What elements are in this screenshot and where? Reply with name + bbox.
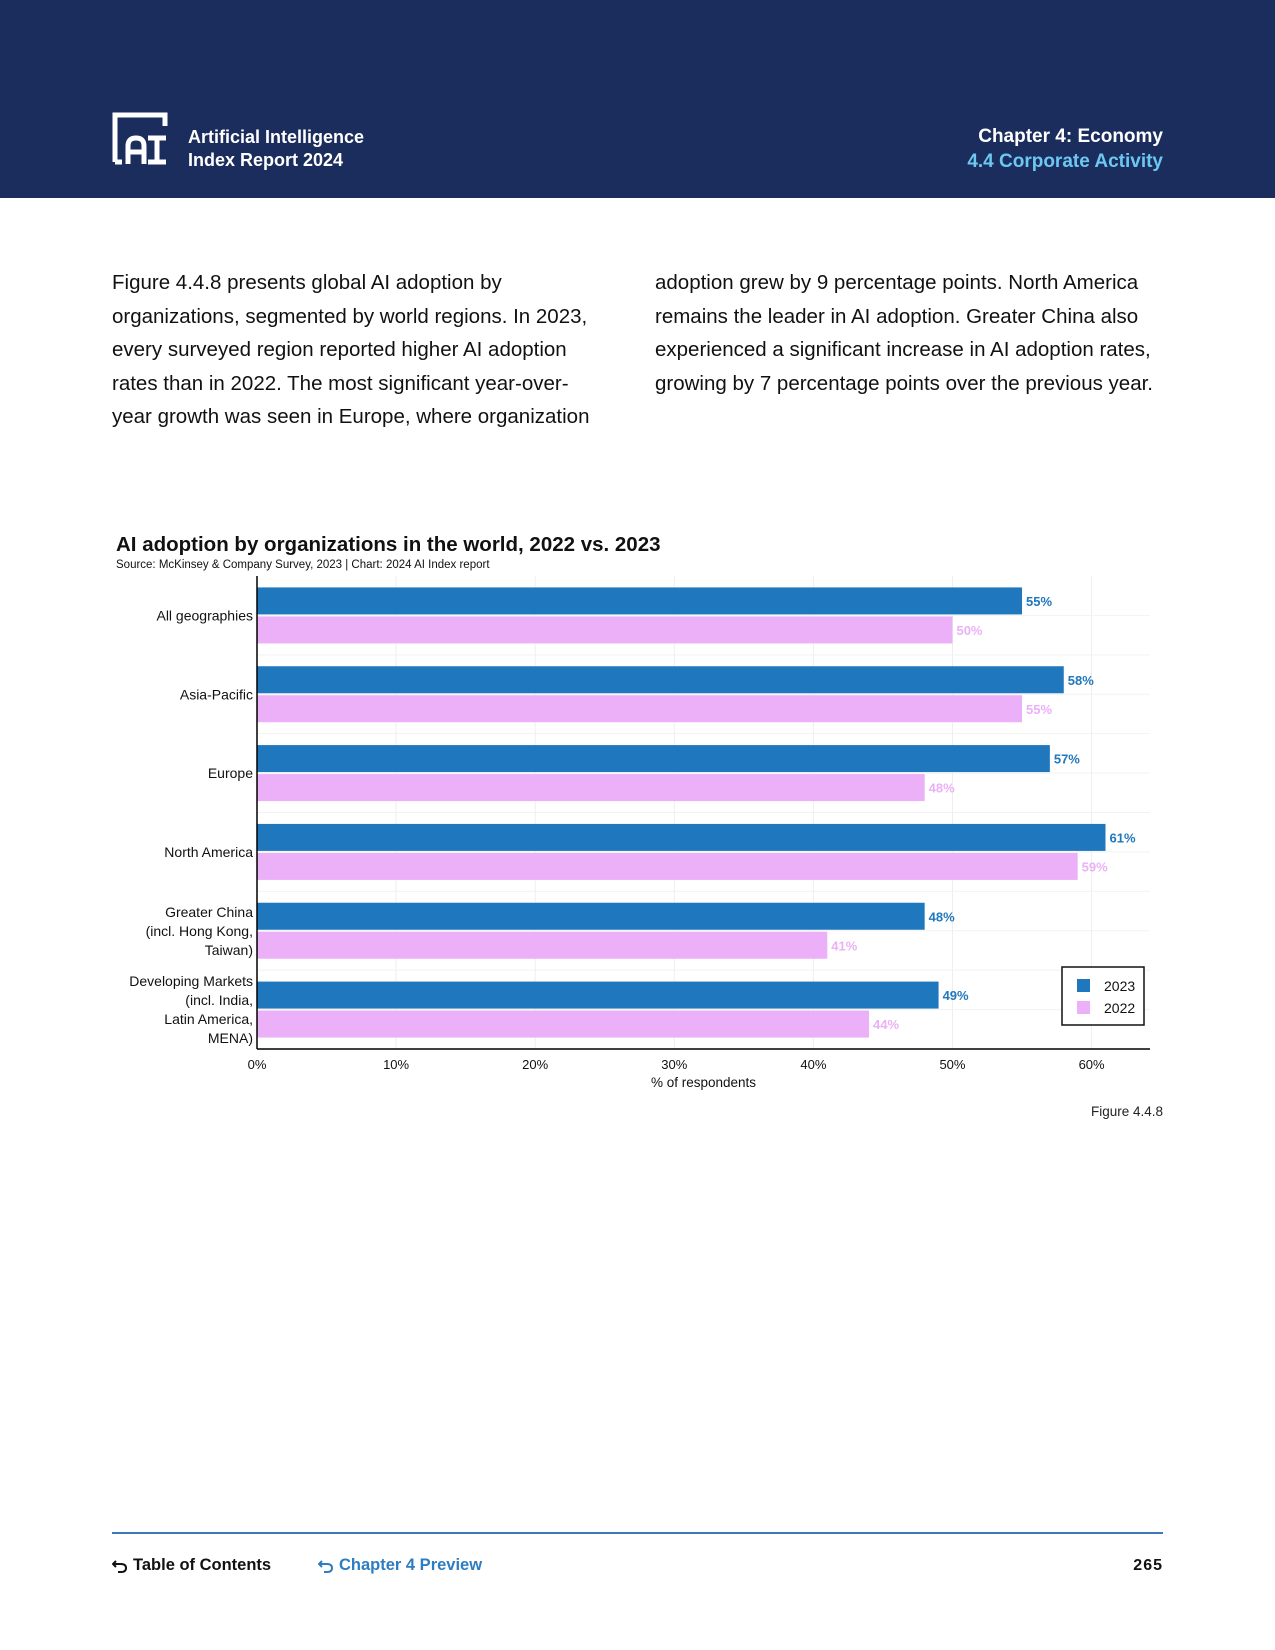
legend-swatch-2022 <box>1077 1001 1090 1014</box>
chapter-preview-link[interactable]: Chapter 4 Preview <box>318 1556 482 1575</box>
page-number: 265 <box>1133 1557 1163 1574</box>
bar-2023 <box>257 823 1106 851</box>
data-label-2023: 49% <box>943 988 969 1003</box>
section-title: 4.4 Corporate Activity <box>967 151 1163 172</box>
x-tick-label: 50% <box>939 1057 965 1072</box>
category-label: Asia-Pacific <box>180 686 253 702</box>
legend-label-2022: 2022 <box>1104 1000 1135 1016</box>
brand-line-1: Artificial Intelligence <box>188 127 365 147</box>
category-label: Europe <box>208 765 253 781</box>
bar-2022 <box>257 695 1023 723</box>
x-tick-label: 40% <box>800 1057 826 1072</box>
bar-2023 <box>257 981 939 1009</box>
data-label-2023: 55% <box>1026 594 1052 609</box>
data-label-2023: 61% <box>1109 830 1135 845</box>
data-label-2022: 44% <box>873 1017 899 1032</box>
bar-2022 <box>257 774 925 802</box>
legend-swatch-2023 <box>1077 979 1090 992</box>
return-arrow-icon <box>318 1559 334 1573</box>
legend-box <box>1061 966 1145 1026</box>
bar-2022 <box>257 616 953 644</box>
category-label: All geographies <box>156 607 253 623</box>
bar-2023 <box>257 745 1050 773</box>
report-brand: Artificial Intelligence Index Report 202… <box>188 126 364 172</box>
ai-index-logo-icon <box>112 112 168 165</box>
data-label-2022: 59% <box>1082 859 1108 874</box>
bar-2022 <box>257 1010 870 1038</box>
footer-divider <box>112 1532 1163 1534</box>
category-label: Taiwan) <box>205 942 253 958</box>
bar-2023 <box>257 902 925 930</box>
x-tick-label: 0% <box>248 1057 267 1072</box>
x-tick-label: 60% <box>1079 1057 1105 1072</box>
toc-label: Table of Contents <box>133 1556 272 1574</box>
legend-label-2023: 2023 <box>1104 978 1135 994</box>
table-of-contents-link[interactable]: Table of Contents <box>112 1556 271 1575</box>
chart-source: Source: McKinsey & Company Survey, 2023 … <box>116 559 490 571</box>
category-label: Latin America, <box>164 1011 253 1027</box>
x-tick-label: 30% <box>661 1057 687 1072</box>
return-arrow-icon <box>112 1559 128 1573</box>
category-label: Developing Markets <box>129 973 253 989</box>
bar-2022 <box>257 931 828 959</box>
data-label-2022: 55% <box>1026 702 1052 717</box>
bar-chart: 55% 50% All geographies 58% 55% Asia-Pacific 5… <box>129 576 1150 1090</box>
data-label-2022: 48% <box>929 781 955 796</box>
body-paragraph-left: Figure 4.4.8 presents global AI adoption… <box>112 271 590 428</box>
category-label: (incl. Hong Kong, <box>146 923 253 939</box>
data-label-2023: 58% <box>1068 673 1094 688</box>
data-label-2022: 41% <box>831 938 857 953</box>
data-label-2023: 57% <box>1054 752 1080 767</box>
chapter-heading: Chapter 4: Economy 4.4 Corporate Activit… <box>967 124 1163 174</box>
figure-label: Figure 4.4.8 <box>1090 1104 1163 1119</box>
bar-2023 <box>257 587 1023 615</box>
chart-title: AI adoption by organizations in the worl… <box>116 533 661 556</box>
x-tick-label: 10% <box>383 1057 409 1072</box>
preview-label: Chapter 4 Preview <box>339 1556 483 1574</box>
page-header: Artificial Intelligence Index Report 202… <box>0 0 1275 198</box>
category-label: (incl. India, <box>185 992 253 1008</box>
category-label: Greater China <box>165 904 253 920</box>
data-label-2023: 48% <box>929 909 955 924</box>
x-tick-label: 20% <box>522 1057 548 1072</box>
data-label-2022: 50% <box>956 623 982 638</box>
body-paragraph-right: adoption grew by 9 percentage points. No… <box>655 271 1153 395</box>
chapter-title: Chapter 4: Economy <box>978 126 1163 147</box>
category-label: North America <box>164 844 253 860</box>
x-axis-label: % of respondents <box>651 1075 756 1090</box>
category-label: MENA) <box>208 1030 253 1046</box>
bar-2022 <box>257 852 1078 880</box>
bar-2023 <box>257 666 1064 694</box>
brand-line-2: Index Report 2024 <box>188 150 344 170</box>
